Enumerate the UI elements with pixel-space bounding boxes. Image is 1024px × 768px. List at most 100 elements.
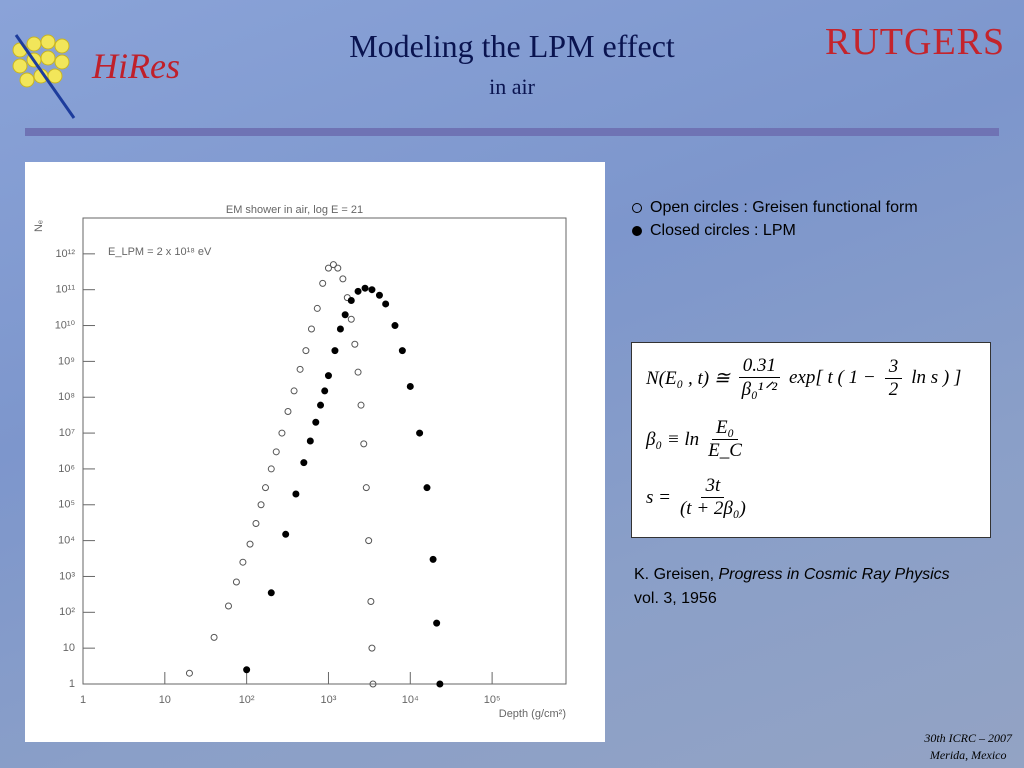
data-point [347,296,355,304]
data-point [185,669,193,677]
data-point [368,286,376,294]
legend-item: Open circles : Greisen functional form [632,196,918,219]
legend-label: Open circles : Greisen functional form [650,199,918,216]
data-point [433,619,441,627]
data-point [324,264,332,272]
data-point [290,387,298,395]
citation-work: Progress in Cosmic Ray Physics [718,566,950,583]
data-point [272,448,280,456]
data-point [282,530,290,538]
data-point [267,465,275,473]
data-point [296,365,304,373]
fraction: 3t (t + 2β₀) [680,475,746,520]
y-tick-label: 10¹⁰ [55,319,76,331]
data-point [317,401,325,409]
x-tick-label: 10² [239,694,255,706]
x-tick-label: 10⁵ [484,694,501,706]
annotation: E_LPM = 2 x 10¹⁸ eV [108,246,212,258]
footer-line: Merida, Mexico [929,748,1007,762]
formula-text: β₀ ≡ ln [646,428,700,450]
legend-marker [632,202,642,213]
data-point [284,407,292,415]
formula-text: 0.31 [738,355,780,378]
citation-rest: vol. 3, 1956 [634,590,717,607]
data-point [339,275,347,283]
data-point [391,322,399,330]
data-point [321,387,329,395]
data-point [302,347,310,355]
data-point [306,437,314,445]
formula-text: β₀¹ᐟ² [741,379,778,400]
data-point [261,484,269,492]
data-point [336,325,344,333]
data-point [329,261,337,269]
chart-panel: EM shower in air, log E = 21 E_LPM = 2 x … [25,162,605,742]
data-point [436,680,444,688]
y-tick-label: 10¹¹ [55,284,75,296]
data-point [312,418,320,426]
data-point [360,440,368,448]
footer: 30th ICRC – 2007 Merida, Mexico [924,730,1012,764]
data-point [361,284,369,292]
data-point [367,598,375,606]
formula: β₀ ≡ ln E₀ E_C [646,417,745,462]
x-tick-label: 10⁴ [402,694,419,706]
plot-frame [82,217,567,685]
data-point [423,484,431,492]
y-tick-label: 10⁵ [58,499,75,511]
fraction: 0.31 β₀¹ᐟ² [738,355,780,401]
formula-text: 3 [884,356,903,379]
legend-item: Closed circles : LPM [632,219,918,242]
data-point [406,382,414,390]
data-point [382,300,390,308]
divider [25,128,999,136]
data-point [239,558,247,566]
data-point [331,347,339,355]
data-point [416,429,424,437]
data-point [369,680,377,688]
data-point [354,287,362,295]
x-tick-label: 1 [80,694,86,706]
citation-author: K. Greisen, [634,566,715,583]
formula-text: N(E₀ , t) ≅ [646,367,730,389]
y-tick-label: 10 [63,642,75,654]
citation: K. Greisen, Progress in Cosmic Ray Physi… [634,563,974,611]
x-tick-label: 10 [159,694,171,706]
data-point [351,340,359,348]
data-point [292,490,300,498]
data-point [252,520,260,528]
data-point [368,644,376,652]
data-point [232,578,240,586]
y-tick-label: 10⁷ [59,427,75,439]
y-tick-label: 10⁸ [58,391,75,403]
data-point [334,264,342,272]
data-point [210,633,218,641]
y-tick-label: 10⁶ [58,463,75,475]
legend-marker [632,225,642,236]
hires-logo-icon [12,34,76,119]
data-point [300,459,308,467]
data-point [246,540,254,548]
data-point [347,315,355,323]
x-axis-label: Depth (g/cm²) [499,708,566,720]
formula: s = 3t (t + 2β₀) [646,475,749,520]
legend-label: Closed circles : LPM [650,222,796,239]
data-point [398,347,406,355]
data-point [313,304,321,312]
data-point [278,429,286,437]
fraction: E₀ E_C [708,417,742,462]
footer-line: 30th ICRC – 2007 [924,731,1012,745]
data-point [324,372,332,380]
data-point [267,589,275,597]
data-point [429,555,437,563]
formula-text: E_C [708,440,742,461]
slide-title: Modeling the LPM effect [349,28,675,64]
formula-text: (t + 2β₀) [679,498,746,519]
slide-subtitle: in air [489,74,535,99]
formula-text: exp[ t ( 1 − [789,367,876,388]
data-point [354,368,362,376]
formula-text: s = [646,486,671,508]
